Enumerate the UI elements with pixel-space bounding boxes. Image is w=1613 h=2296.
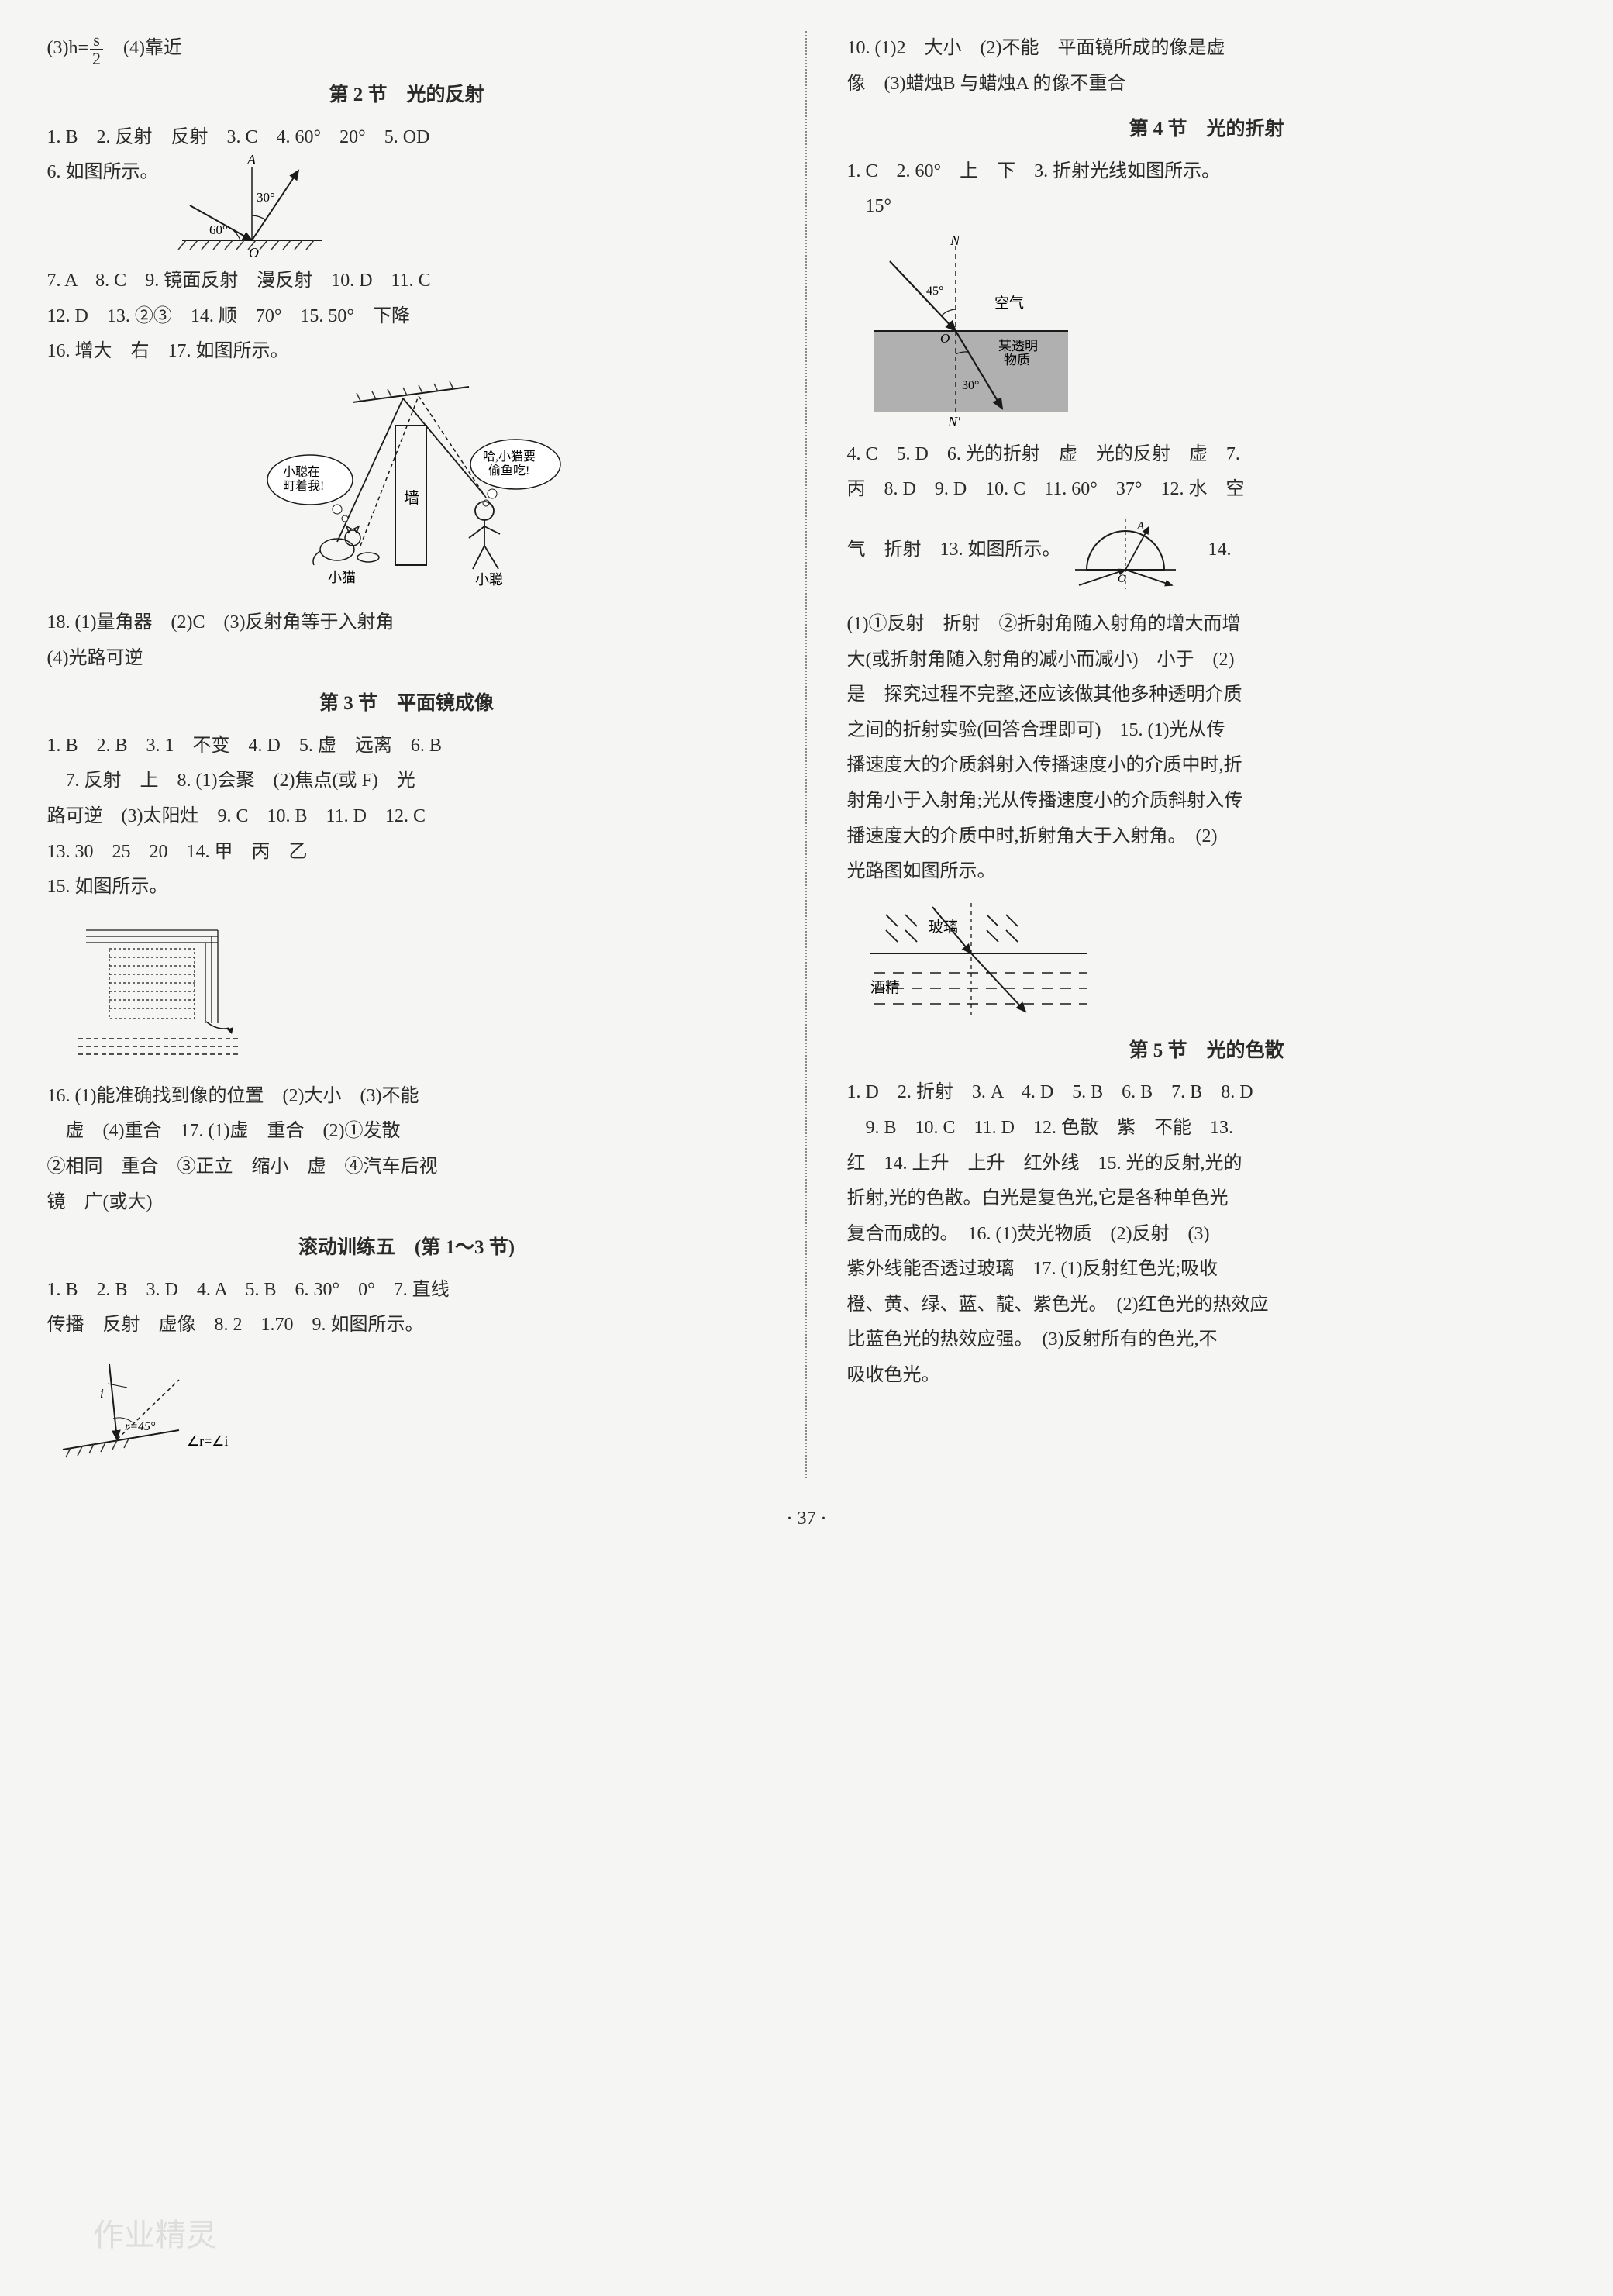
text-line: 橙、黄、绿、蓝、靛、紫色光。 (2)红色光的热效应 [847,1288,1566,1323]
text-line: 路可逆 (3)太阳灶 9. C 10. B 11. D 12. C [47,799,767,835]
text-line: (4)光路可逆 [47,641,767,677]
text-line: 15. 如图所示。 [47,870,767,905]
text-line: 4. C 5. D 6. 光的折射 虚 光的反射 虚 7. [847,437,1566,473]
label: 酒精 [870,979,900,996]
text-line: 13. 30 25 20 14. 甲 丙 乙 [47,835,767,870]
label: 45° [926,284,943,298]
right-column: 10. (1)2 大小 (2)不能 平面镜所成的像是虚 像 (3)蜡烛B 与蜡烛… [847,31,1566,1478]
text-line: 12. D 13. ②③ 14. 顺 70° 15. 50° 下降 [47,299,767,335]
periscope-scene-icon: 墙 小聪在町着我! 哈,小猫要偷鱼吃! 小猫 [236,379,577,596]
label: 30° [962,379,979,392]
text-line: 虚 (4)重合 17. (1)虚 重合 (2)①发散 [47,1114,767,1150]
text-line: 气 折射 13. 如图所示。 A O 14. [847,508,1566,593]
text-line: 紫外线能否透过玻璃 17. (1)反射红色光;吸收 [847,1252,1566,1288]
text-line: 比蓝色光的热效应强。 (3)反射所有的色光,不 [847,1322,1566,1358]
text-line: 7. 反射 上 8. (1)会聚 (2)焦点(或 F) 光 [47,764,767,799]
label: O [1118,573,1126,585]
watermark: 作业精灵 [93,2206,217,2265]
numerator: s [90,31,103,50]
text-line: 9. B 10. C 11. D 12. 色散 紫 不能 13. [847,1111,1566,1146]
text-line: 1. B 2. B 3. 1 不变 4. D 5. 虚 远离 6. B [47,729,767,764]
label: A [246,155,257,167]
denominator: 2 [90,50,103,67]
text-line: 1. D 2. 折射 3. A 4. D 5. B 6. B 7. B 8. D [847,1075,1566,1111]
text-line: 之间的折射实验(回答合理即可) 15. (1)光从传 [847,713,1566,749]
text-line: (1)①反射 折射 ②折射角随入射角的增大而增 [847,607,1566,643]
text-line: 像 (3)蜡烛B 与蜡烛A 的像不重合 [847,67,1566,102]
text-line: 7. A 8. C 9. 镜面反射 漫反射 10. D 11. C [47,264,767,299]
text: 14. [1190,533,1232,568]
section-title: 第 5 节 光的色散 [847,1033,1566,1070]
label: O [940,331,950,346]
label: 小聪 [475,572,503,588]
label: A [1136,520,1145,533]
text-line: 折射,光的色散。白光是复色光,它是各种单色光 [847,1181,1566,1217]
text: (3)h= [47,38,89,58]
text-line: 红 14. 上升 上升 红外线 15. 光的反射,光的 [847,1146,1566,1182]
text-line: ②相同 重合 ③正立 缩小 虚 ④汽车后视 [47,1150,767,1185]
label: 墙 [404,489,419,507]
text-line: 传播 反射 虚像 8. 2 1.70 9. 如图所示。 [47,1308,767,1343]
left-column: (3)h=s2 (4)靠近 第 2 节 光的反射 1. B 2. 反射 反射 3… [47,31,767,1478]
text-line: 6. 如图所示。 [47,155,767,264]
text-line: 镜 广(或大) [47,1185,767,1221]
text-line: 1. C 2. 60° 上 下 3. 折射光线如图所示。 [847,154,1566,190]
text-line: (3)h=s2 (4)靠近 [47,31,767,67]
text: 气 折射 13. 如图所示。 [847,533,1061,568]
text-line: 光路图如图所示。 [847,854,1566,890]
section-title: 第 3 节 平面镜成像 [47,685,767,722]
label: r=45° [125,1420,156,1433]
glass-alcohol-diagram-icon: 玻璃 酒精 [855,899,1103,1023]
fraction: s2 [90,31,103,67]
text-line: 播速度大的介质中时,折射角大于入射角。 (2) [847,819,1566,855]
label: N′ [947,414,961,428]
label: O [249,245,259,260]
text-line: 16. 增大 右 17. 如图所示。 [47,334,767,370]
label: 空气 [994,295,1024,312]
label: 60° [209,222,228,237]
section-title: 第 2 节 光的反射 [47,77,767,114]
text-line: 16. (1)能准确找到像的位置 (2)大小 (3)不能 [47,1079,767,1115]
label: N [950,234,960,248]
text-line: 是 探究过程不完整,还应该做其他多种透明介质 [847,677,1566,713]
label: ∠r=∠i [187,1433,228,1449]
label: 30° [257,190,275,205]
refraction-diagram-icon: N N′ O 45° 30° 空气 某透明物质 [863,234,1080,428]
page-number: · 37 · [47,1501,1566,1537]
text-line: 18. (1)量角器 (2)C (3)反射角等于入射角 [47,605,767,641]
text-line: 10. (1)2 大小 (2)不能 平面镜所成的像是虚 [847,31,1566,67]
text: 6. 如图所示。 [47,155,159,191]
text-line: 15° [847,189,1566,225]
text-line: 播速度大的介质斜射入传播速度小的介质中时,折 [847,748,1566,784]
section-title: 滚动训练五 (第 1～3 节) [47,1229,767,1267]
label: 小猫 [328,570,356,585]
text-line: 大(或折射角随入射角的减小而减小) 小于 (2) [847,643,1566,678]
text-line: 射角小于入射角;光从传播速度小的介质斜射入传 [847,784,1566,819]
reflector-diagram-icon [63,915,264,1070]
angle-reflection-icon: i r=45° ∠r=∠i [55,1353,272,1469]
column-divider [805,31,808,1478]
semicircle-refraction-icon: A O [1067,508,1184,593]
text-line: 丙 8. D 9. D 10. C 11. 60° 37° 12. 水 空 [847,472,1566,508]
section-title: 第 4 节 光的折射 [847,111,1566,148]
text-line: 复合而成的。 16. (1)荧光物质 (2)反射 (3) [847,1217,1566,1253]
text: (4)靠近 [105,38,182,58]
text-line: 吸收色光。 [847,1358,1566,1394]
reflection-diagram-icon: A O 60° 30° [167,155,337,264]
text-line: 1. B 2. B 3. D 4. A 5. B 6. 30° 0° 7. 直线 [47,1273,767,1308]
page: (3)h=s2 (4)靠近 第 2 节 光的反射 1. B 2. 反射 反射 3… [47,31,1566,1478]
text-line: 1. B 2. 反射 反射 3. C 4. 60° 20° 5. OD [47,120,767,156]
label: i [100,1386,104,1401]
